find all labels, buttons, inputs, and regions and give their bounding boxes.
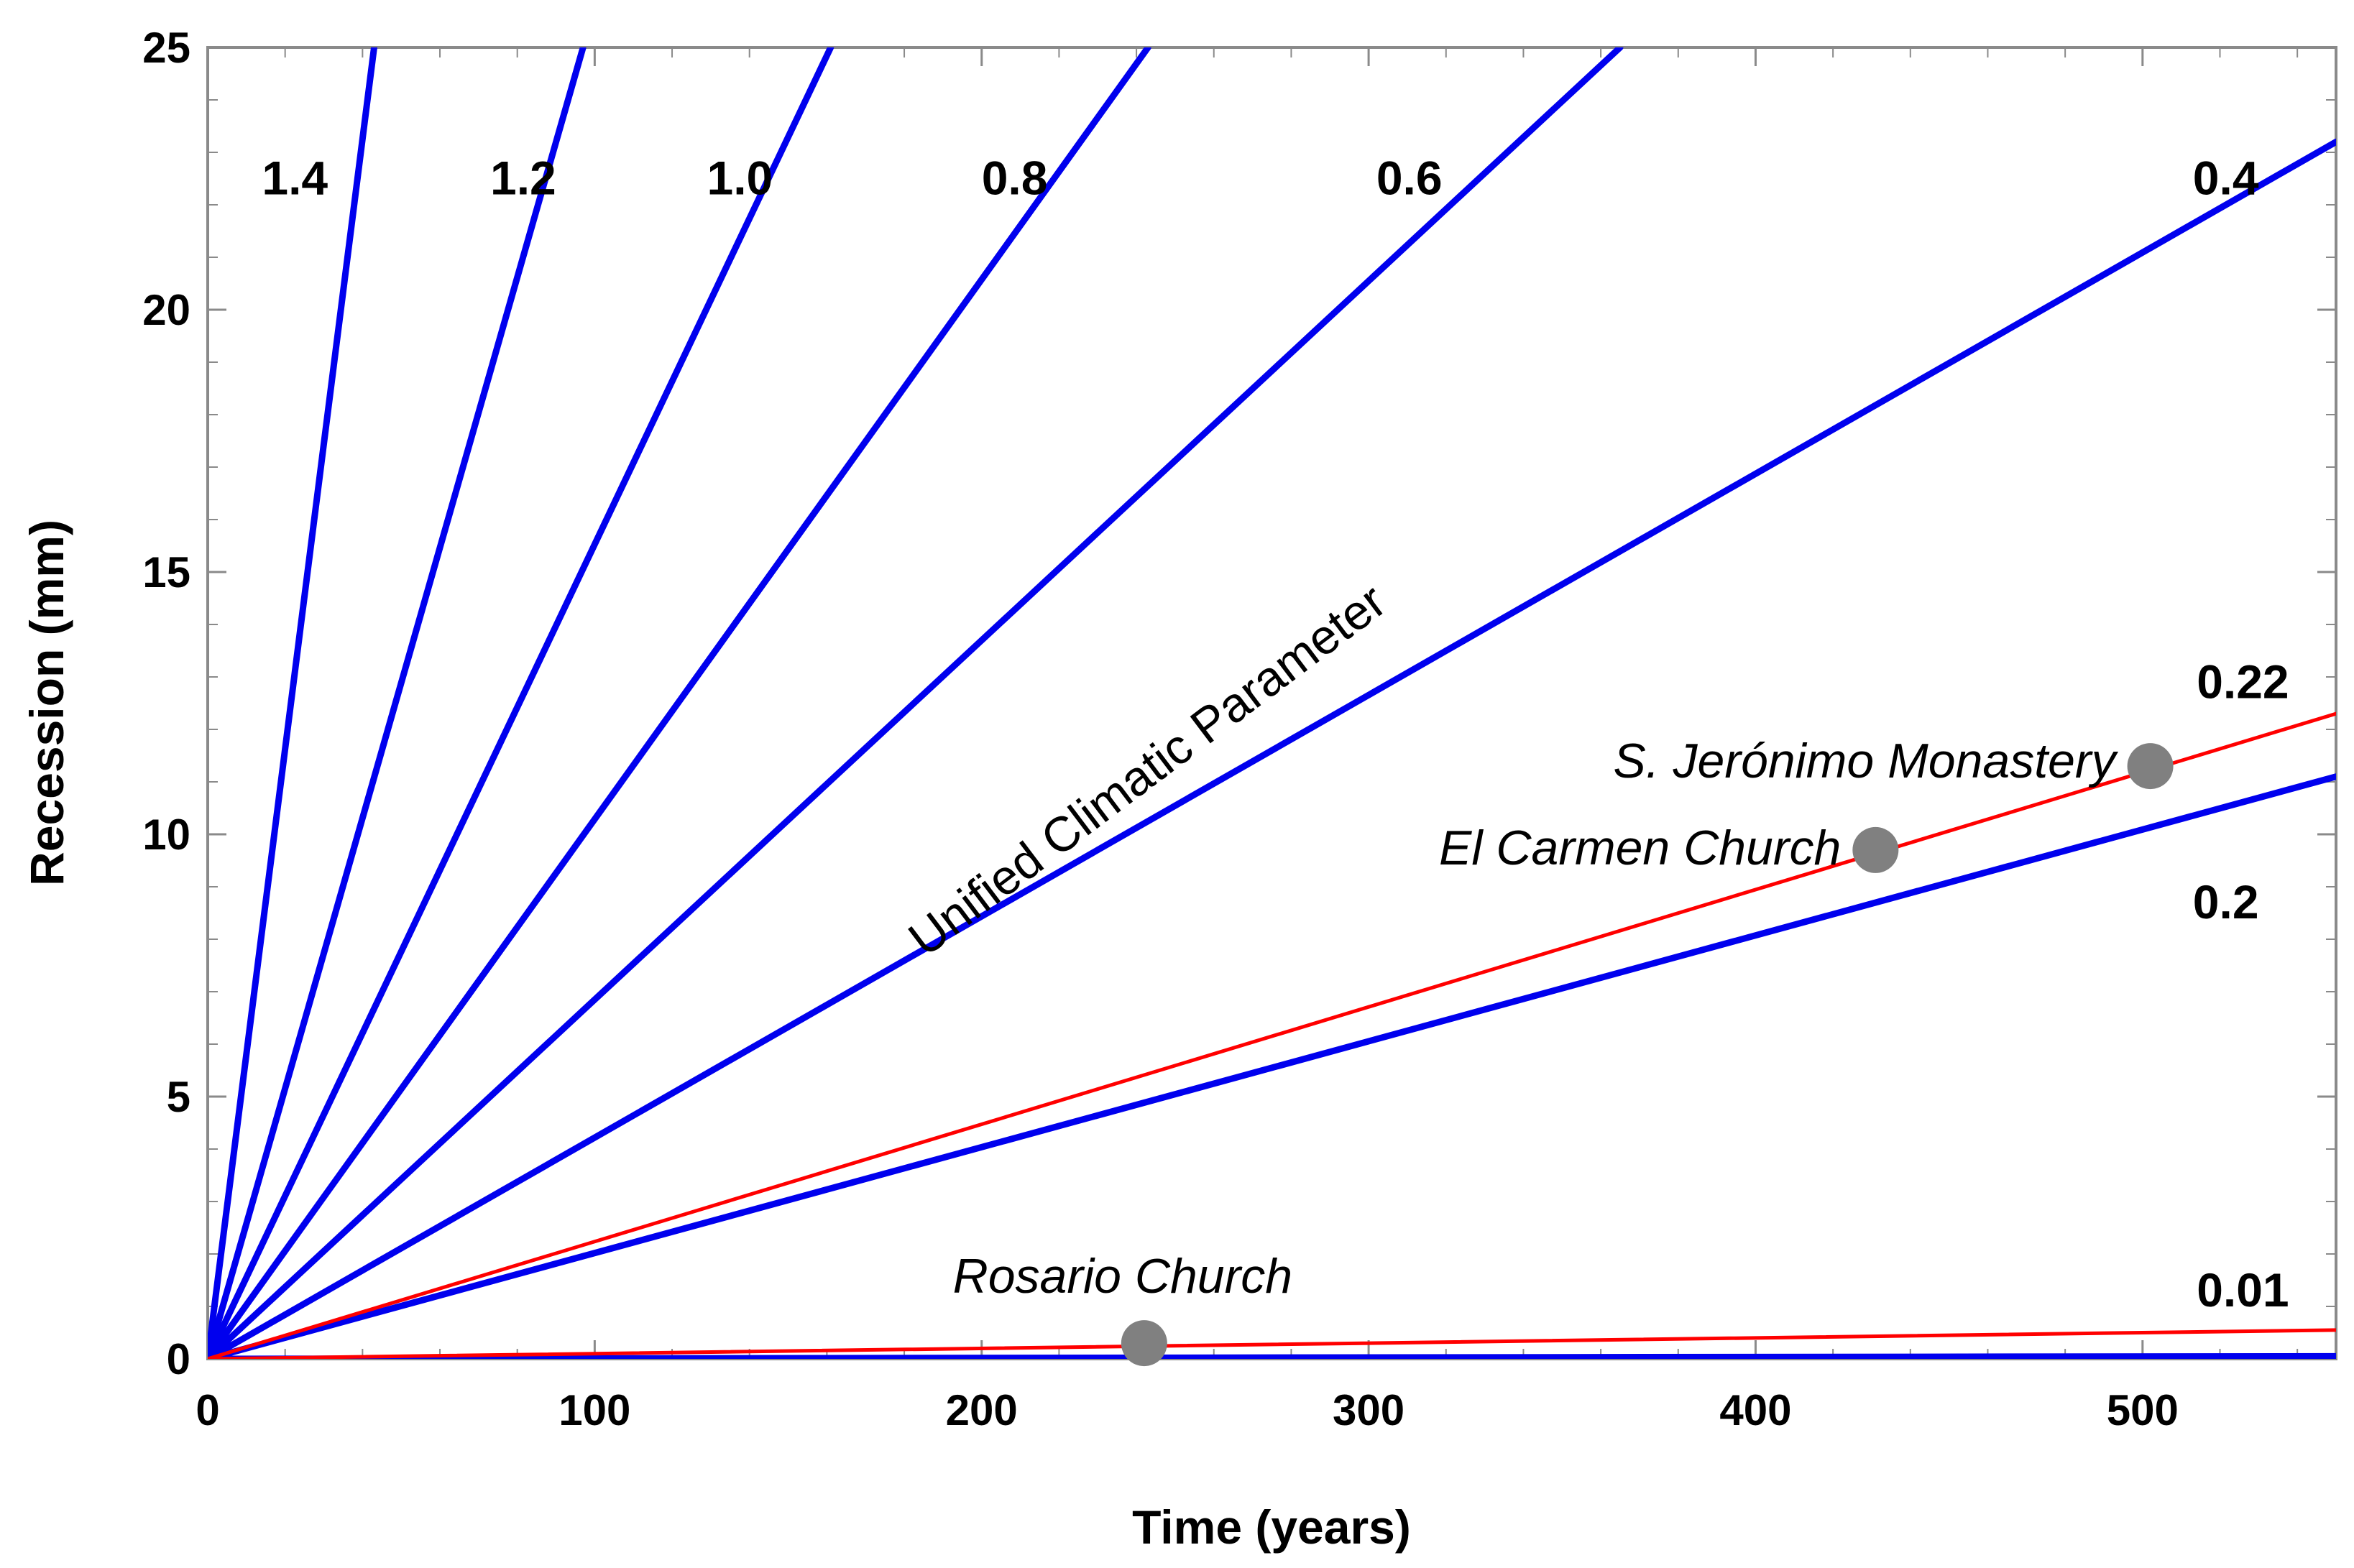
series-layer xyxy=(208,47,2336,1359)
site-point-el-carmen-church xyxy=(1852,826,1899,873)
site-point-s-jeronimo-monastery xyxy=(2127,743,2174,790)
series-line-0-2 xyxy=(208,773,2336,1359)
series-line-0-8 xyxy=(208,47,1151,1359)
series-line-1-4 xyxy=(208,47,377,1359)
plot-frame xyxy=(206,46,2337,1360)
line-label-1-4: 1.4 xyxy=(262,152,328,205)
labels-layer: 1.4 1.2 1.0 0.8 0.6 0.4 0.22 0.2 0.01 S. Jerónimo… xyxy=(262,152,2289,1317)
line-label-0-4: 0.4 xyxy=(2193,152,2259,205)
x-axis-title: Time (years) xyxy=(1132,1500,1411,1554)
y-tick-label: 10 xyxy=(142,811,190,859)
line-label-0-8: 0.8 xyxy=(982,152,1048,205)
x-tick-label: 400 xyxy=(1719,1386,1791,1434)
line-label-0-2: 0.2 xyxy=(2193,875,2259,928)
series-line-0-6 xyxy=(208,47,1624,1359)
x-tick-label: 200 xyxy=(946,1386,1018,1434)
y-tick-label: 20 xyxy=(142,286,190,334)
site-label-el-carmen-church: El Carmen Church xyxy=(1439,821,1841,875)
series-line-rosario-fit xyxy=(208,1328,2336,1359)
x-tick-label: 300 xyxy=(1333,1386,1404,1434)
series-line-0-01 xyxy=(208,1352,2336,1359)
series-line-1-0 xyxy=(208,47,835,1359)
x-tick-label: 100 xyxy=(558,1386,630,1434)
site-label-s-jeronimo-monastery: S. Jerónimo Monastery xyxy=(1613,734,2118,788)
series-line-0-4 xyxy=(208,138,2336,1359)
site-point-rosario-church xyxy=(1121,1320,1167,1367)
line-label-1-0: 1.0 xyxy=(707,152,773,205)
y-tick-label: 0 xyxy=(167,1335,190,1383)
x-tick-label: 0 xyxy=(196,1386,219,1434)
series-line-1-2 xyxy=(208,47,587,1359)
line-label-0-01: 0.01 xyxy=(2197,1263,2289,1316)
line-label-1-2: 1.2 xyxy=(490,152,556,205)
x-tick-label: 500 xyxy=(2107,1386,2179,1434)
points-layer xyxy=(1121,743,2174,1367)
y-tick-label: 25 xyxy=(142,24,190,72)
line-label-0-22: 0.22 xyxy=(2197,655,2289,708)
y-axis-title: Recession (mm) xyxy=(20,520,73,886)
series-line-0-22 xyxy=(208,711,2336,1359)
site-label-rosario-church: Rosario Church xyxy=(953,1249,1292,1304)
y-tick-label: 5 xyxy=(167,1073,190,1121)
line-label-0-6: 0.6 xyxy=(1376,152,1443,205)
y-tick-label: 15 xyxy=(142,548,190,596)
axes-ticks: 0 100 200 300 400 500 0 5 10 15 20 25 xyxy=(142,24,2336,1434)
